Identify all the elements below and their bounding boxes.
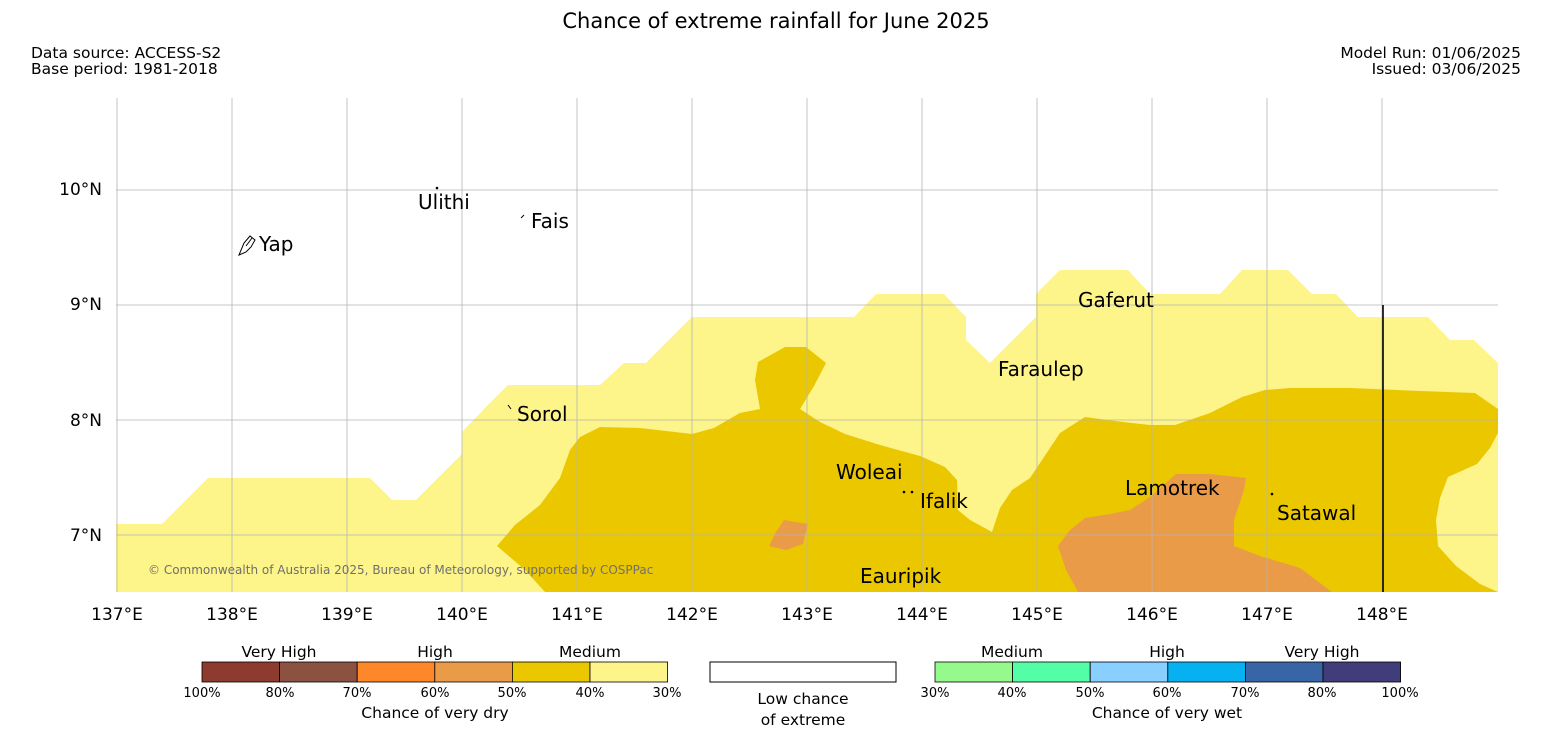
place-label-ifalik: Ifalik bbox=[920, 489, 968, 513]
dry-swatch bbox=[512, 661, 591, 683]
dry-swatch bbox=[434, 661, 513, 683]
wet-group-label: High bbox=[1149, 643, 1185, 661]
lat-tick: 7°N bbox=[70, 526, 102, 546]
dry-legend-label: Chance of very dry bbox=[361, 704, 508, 722]
lon-tick: 148°E bbox=[1356, 605, 1408, 625]
dry-tick: 70% bbox=[343, 686, 372, 701]
wet-group-label: Medium bbox=[981, 643, 1043, 661]
place-label-lamotrek: Lamotrek bbox=[1125, 476, 1220, 500]
lon-tick: 137°E bbox=[91, 605, 143, 625]
low-chance-swatch bbox=[709, 661, 897, 683]
wet-swatch bbox=[1245, 661, 1324, 683]
lon-tick: 145°E bbox=[1011, 605, 1063, 625]
place-label-faraulep: Faraulep bbox=[998, 357, 1084, 381]
fais-mark bbox=[520, 214, 525, 219]
copyright-text: © Commonwealth of Australia 2025, Bureau… bbox=[148, 563, 653, 577]
lat-axis: 10°N 9°N 8°N 7°N bbox=[59, 180, 102, 546]
lon-tick: 139°E bbox=[321, 605, 373, 625]
place-labels: Yap Ulithi Fais Gaferut Faraulep Sorol W… bbox=[258, 190, 1356, 588]
wet-group-label: Very High bbox=[1284, 643, 1359, 661]
dry-swatch bbox=[201, 661, 280, 683]
dry-tick: 80% bbox=[266, 686, 295, 701]
wet-swatch bbox=[1322, 661, 1401, 683]
satawal-mark bbox=[1270, 492, 1274, 496]
lon-tick: 146°E bbox=[1126, 605, 1178, 625]
place-label-woleai: Woleai bbox=[836, 460, 903, 484]
wet-swatch bbox=[1167, 661, 1246, 683]
wet-tick: 30% bbox=[921, 686, 950, 701]
legend-dry: Very High High Medium 100% 80% 70% 60% 5… bbox=[183, 643, 681, 722]
lon-tick: 140°E bbox=[436, 605, 488, 625]
lon-tick: 143°E bbox=[781, 605, 833, 625]
legend-wet: Medium High Very High 30% 40% 50% 60% 70… bbox=[921, 643, 1419, 722]
wet-legend-label: Chance of very wet bbox=[1092, 704, 1242, 722]
page-title: Chance of extreme rainfall for June 2025 bbox=[562, 9, 990, 33]
base-period-text: Base period: 1981-2018 bbox=[31, 59, 218, 78]
wet-tick: 70% bbox=[1231, 686, 1260, 701]
ifalik-mark-2 bbox=[910, 490, 914, 494]
dry-group-label: Medium bbox=[559, 643, 621, 661]
dry-group-label: High bbox=[417, 643, 453, 661]
wet-color-swatches bbox=[934, 661, 1401, 683]
lon-tick: 141°E bbox=[551, 605, 603, 625]
dry-tick: 30% bbox=[653, 686, 682, 701]
place-label-fais: Fais bbox=[531, 209, 569, 233]
dry-swatch bbox=[279, 661, 358, 683]
dry-group-label: Very High bbox=[241, 643, 316, 661]
lon-tick: 142°E bbox=[666, 605, 718, 625]
map-plot-area bbox=[116, 98, 1498, 592]
dry-tick: 40% bbox=[576, 686, 605, 701]
wet-tick: 100% bbox=[1381, 686, 1418, 701]
wet-swatch bbox=[934, 661, 1013, 683]
info-right: Model Run: 01/06/2025 Issued: 03/06/2025 bbox=[1340, 44, 1521, 78]
wet-swatch bbox=[1012, 661, 1091, 683]
place-label-yap: Yap bbox=[258, 232, 293, 256]
low-chance-label-line2: of extreme bbox=[761, 711, 846, 729]
lat-tick: 9°N bbox=[70, 295, 102, 315]
dry-swatch bbox=[589, 661, 668, 683]
lat-tick: 8°N bbox=[70, 411, 102, 431]
legend-low: Low chance of extreme bbox=[709, 661, 897, 729]
wet-tick: 80% bbox=[1308, 686, 1337, 701]
sorol-mark bbox=[507, 404, 512, 410]
place-label-satawal: Satawal bbox=[1277, 501, 1356, 525]
data-source-text: Data source: ACCESS-S2 bbox=[31, 44, 222, 62]
issued-text: Issued: 03/06/2025 bbox=[1371, 59, 1521, 78]
region-medium-40-50-tail bbox=[497, 512, 1046, 592]
wet-tick: 50% bbox=[1076, 686, 1105, 701]
model-run-text: Model Run: 01/06/2025 bbox=[1340, 44, 1521, 62]
wet-tick: 40% bbox=[998, 686, 1027, 701]
region-light-east-edge bbox=[1436, 433, 1498, 592]
dry-tick: 100% bbox=[183, 686, 220, 701]
place-label-gaferut: Gaferut bbox=[1078, 288, 1154, 312]
dry-tick: 60% bbox=[421, 686, 450, 701]
lon-tick: 144°E bbox=[896, 605, 948, 625]
low-chance-label-line1: Low chance bbox=[757, 690, 848, 708]
dry-swatch bbox=[356, 661, 436, 683]
place-label-eauripik: Eauripik bbox=[860, 564, 942, 588]
ulithi-mark bbox=[435, 186, 439, 190]
wet-tick: 60% bbox=[1153, 686, 1182, 701]
dry-tick: 50% bbox=[498, 686, 527, 701]
yap-island-outline bbox=[238, 235, 256, 256]
lon-axis: 137°E 138°E 139°E 140°E 141°E 142°E 143°… bbox=[91, 605, 1408, 625]
place-label-sorol: Sorol bbox=[517, 402, 568, 426]
lat-tick: 10°N bbox=[59, 180, 102, 200]
wet-swatch bbox=[1089, 661, 1169, 683]
region-high-50-60 bbox=[1058, 474, 1332, 592]
island-marks bbox=[238, 186, 1274, 496]
lon-tick: 147°E bbox=[1241, 605, 1293, 625]
dry-color-swatches bbox=[201, 661, 668, 683]
info-left: Data source: ACCESS-S2 Base period: 1981… bbox=[31, 44, 222, 78]
grid-lines bbox=[116, 98, 1498, 592]
ifalik-mark-1 bbox=[902, 490, 906, 494]
lon-tick: 138°E bbox=[206, 605, 258, 625]
place-label-ulithi: Ulithi bbox=[418, 190, 470, 214]
